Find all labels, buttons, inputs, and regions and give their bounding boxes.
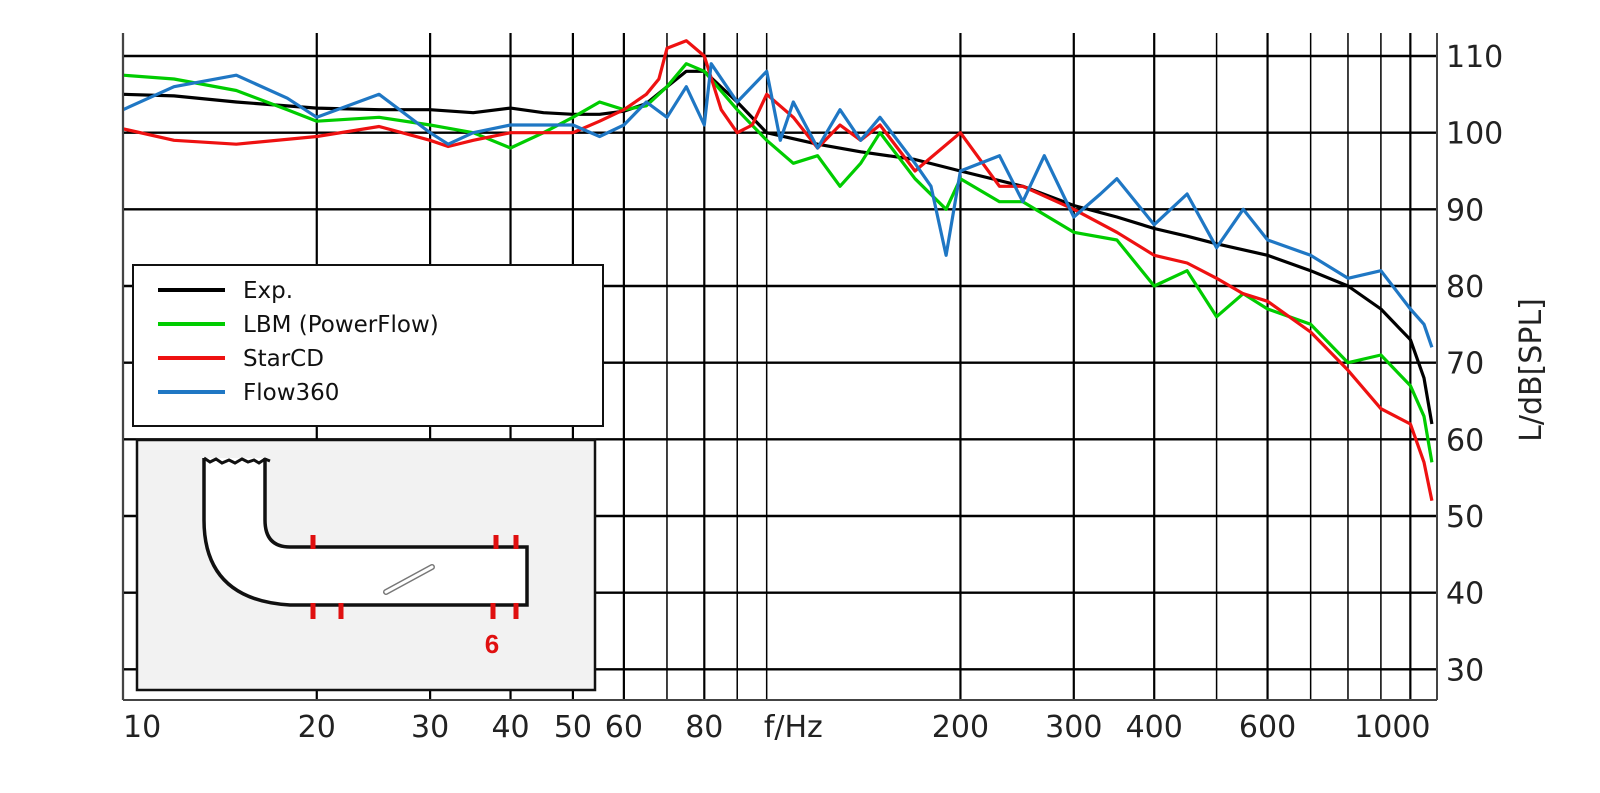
sensor-markers: [310, 535, 519, 619]
duct-outline: [202, 458, 529, 607]
y-tick-label: 40: [1446, 577, 1484, 612]
y-tick-label: 90: [1446, 193, 1484, 228]
legend-entry: Flow360: [243, 380, 339, 406]
plot-frame: [122, 33, 1438, 701]
duct-inset-diagram: 6: [135, 438, 597, 692]
x-tick-labels: 10 20 30 40 50 60 80 200 300 400 600 1000: [123, 710, 1431, 745]
legend-entry: StarCD: [243, 346, 324, 372]
series-layer: [122, 39, 1434, 502]
x-tick-label: 80: [685, 710, 723, 745]
x-tick-label: 10: [123, 710, 161, 745]
x-tick-label: 50: [554, 710, 592, 745]
duct-inlet: [203, 456, 271, 465]
x-axis-label: f/Hz: [764, 710, 823, 745]
y-tick-label: 110: [1446, 40, 1503, 75]
y-tick-label: 100: [1446, 117, 1503, 152]
x-tick-label: 200: [932, 710, 989, 745]
y-tick-label: 80: [1446, 270, 1484, 305]
x-tick-label: 20: [298, 710, 336, 745]
x-tick-label: 60: [605, 710, 643, 745]
x-tick-label: 300: [1045, 710, 1102, 745]
legend-entry: Exp.: [243, 278, 293, 304]
legend: Exp. LBM (PowerFlow) StarCD Flow360: [132, 264, 604, 427]
y-tick-labels: 30 40 50 60 70 80 90 100 110: [1446, 40, 1503, 688]
y-tick-label: 50: [1446, 500, 1484, 535]
flap-obstacle-core: [384, 565, 434, 594]
y-tick-label: 30: [1446, 653, 1484, 688]
legend-entry: LBM (PowerFlow): [243, 312, 439, 338]
x-tick-label: 400: [1126, 710, 1183, 745]
y-axis-label: L/dB[SPL]: [1514, 298, 1549, 442]
x-tick-label: 40: [491, 710, 529, 745]
x-tick-label: 1000: [1354, 710, 1430, 745]
series-line-4: [122, 62, 1434, 348]
x-tick-label: 30: [411, 710, 449, 745]
y-tick-label: 70: [1446, 347, 1484, 382]
sensor-label: 6: [485, 629, 499, 659]
series-line-3: [122, 39, 1434, 502]
y-tick-label: 60: [1446, 423, 1484, 458]
x-tick-label: 600: [1239, 710, 1296, 745]
minor-grid: [666, 33, 1382, 700]
series-line-1: [122, 69, 1434, 425]
